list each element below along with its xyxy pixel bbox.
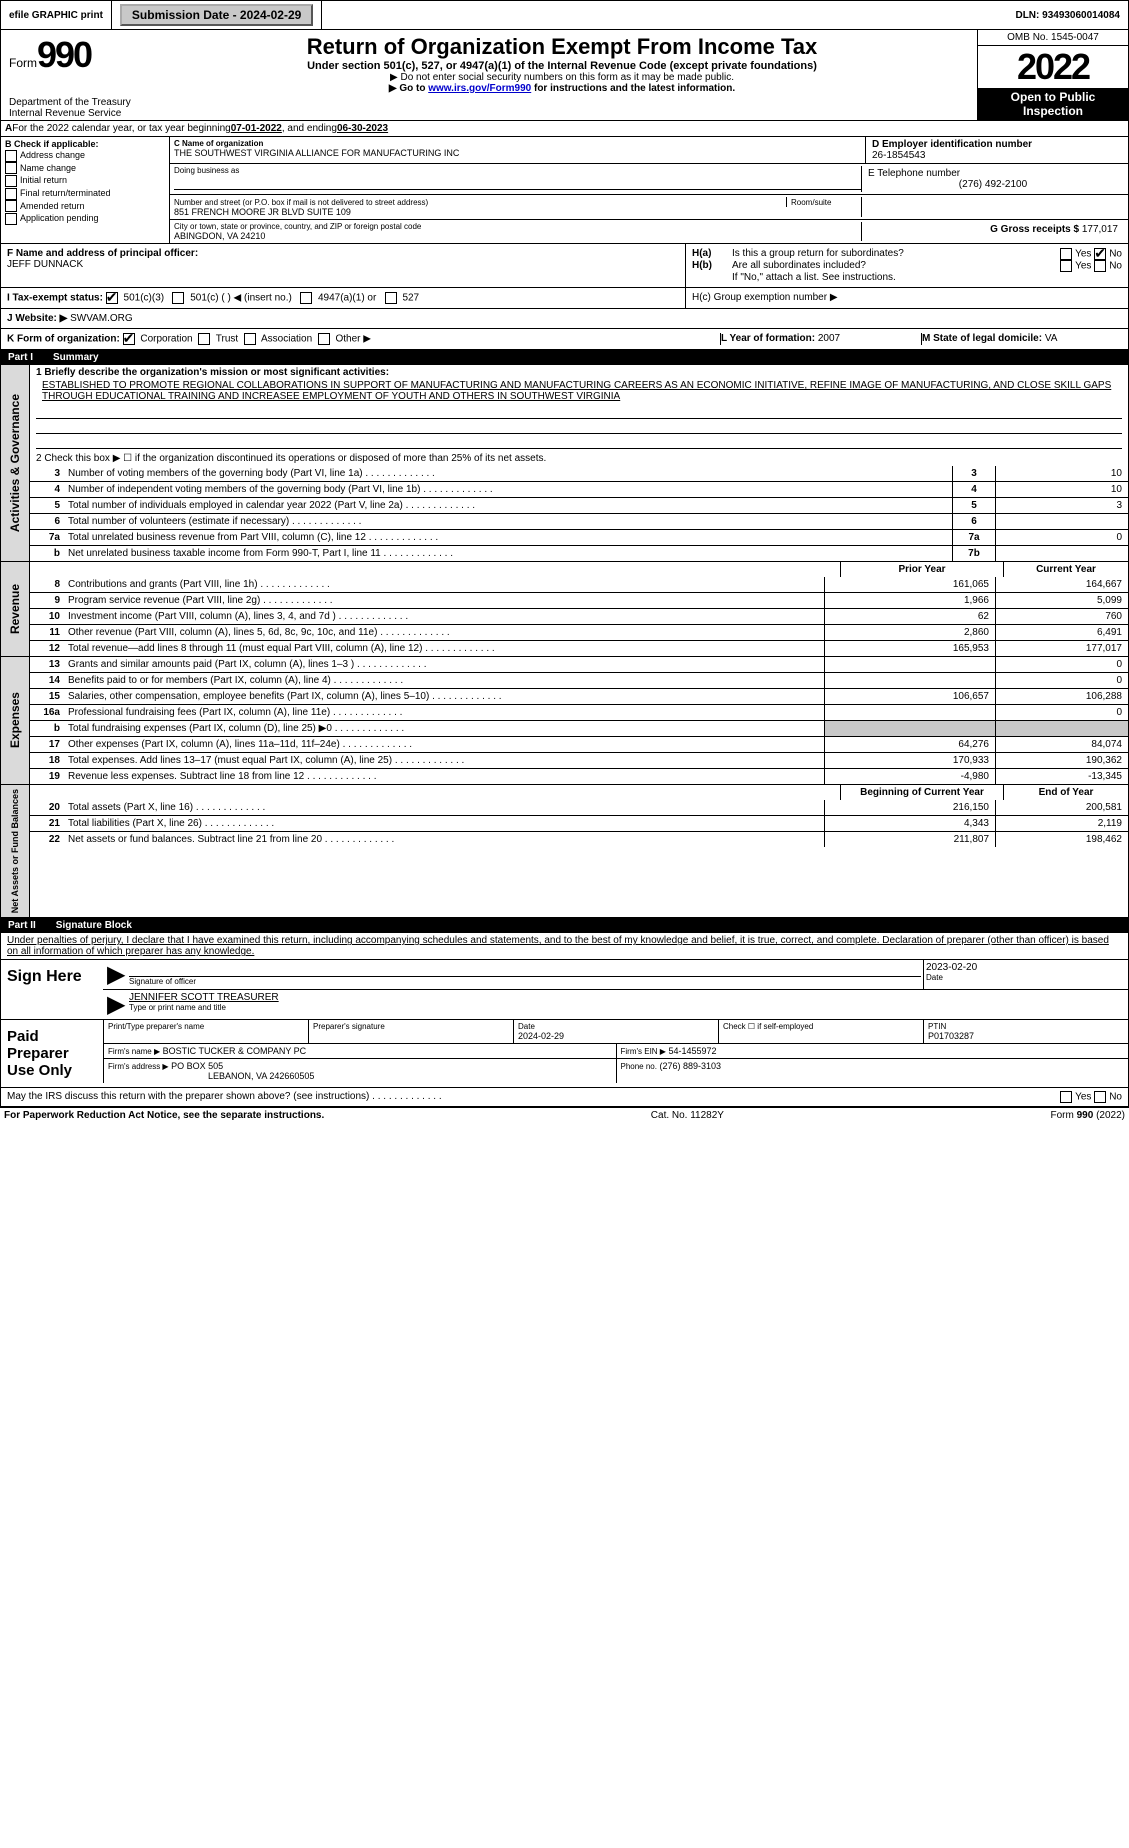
cat-no: Cat. No. 11282Y (651, 1110, 724, 1121)
no-ssn-note: ▶ Do not enter social security numbers o… (151, 72, 973, 83)
omb-number: OMB No. 1545-0047 (978, 30, 1128, 46)
room-label: Room/suite (791, 198, 831, 207)
chk-address-change[interactable]: Address change (5, 149, 165, 162)
firm-addr2: LEBANON, VA 242660505 (108, 1071, 612, 1081)
check-self: Check ☐ if self-employed (723, 1022, 919, 1031)
l2-text: 2 Check this box ▶ ☐ if the organization… (30, 451, 1128, 466)
goto-link-line: ▶ Go to www.irs.gov/Form990 for instruct… (151, 83, 973, 94)
ha-text: Is this a group return for subordinates? (732, 248, 1060, 260)
arrow-icon: ▶ (103, 960, 127, 989)
sig-date: 2023-02-20 (926, 962, 1126, 973)
pt-name-label: Print/Type preparer's name (108, 1022, 304, 1031)
phone-value: (276) 492-2100 (868, 179, 1118, 190)
j-label: J Website: ▶ (7, 313, 67, 324)
form-number-block: Form990 (1, 30, 147, 120)
c-label: C Name of organization (174, 139, 861, 148)
d-label: D Employer identification number (872, 139, 1122, 150)
chk-amended[interactable]: Amended return (5, 200, 165, 213)
state-domicile: VA (1045, 333, 1058, 344)
form-footer: Form 990 (2022) (1051, 1110, 1125, 1121)
hb-note: If "No," attach a list. See instructions… (692, 272, 1122, 283)
title-block: Return of Organization Exempt From Incom… (147, 30, 977, 120)
top-bar: efile GRAPHIC print Submission Date - 20… (0, 0, 1129, 30)
org-name: THE SOUTHWEST VIRGINIA ALLIANCE FOR MANU… (174, 148, 861, 158)
pt-sig-label: Preparer's signature (313, 1022, 509, 1031)
firm-name: BOSTIC TUCKER & COMPANY PC (163, 1046, 307, 1056)
chk-name-change[interactable]: Name change (5, 162, 165, 175)
chk-app-pending[interactable]: Application pending (5, 212, 165, 225)
arrow-icon: ▶ (103, 990, 127, 1019)
form-of-org: K Form of organization: Corporation Trus… (7, 333, 720, 345)
line-a: A For the 2022 calendar year, or tax yea… (0, 121, 1129, 137)
l1-label: 1 Briefly describe the organization's mi… (36, 367, 1122, 378)
tax-year: 2022 (978, 46, 1128, 88)
city-value: ABINGDON, VA 24210 (174, 231, 861, 241)
mission-text: ESTABLISHED TO PROMOTE REGIONAL COLLABOR… (36, 378, 1122, 404)
officer-print-name: JENNIFER SCOTT TREASURER (129, 992, 1126, 1003)
form-subtitle: Under section 501(c), 527, or 4947(a)(1)… (151, 60, 973, 72)
chk-501c3 (106, 292, 118, 304)
street-value: 851 FRENCH MOORE JR BLVD SUITE 109 (174, 207, 861, 217)
print-name-label: Type or print name and title (129, 1003, 1126, 1012)
open-to-public: Open to Public Inspection (978, 88, 1128, 120)
street-label: Number and street (or P.O. box if mail i… (174, 198, 428, 207)
year-formation: 2007 (818, 333, 840, 344)
f-label: F Name and address of principal officer: (7, 248, 679, 259)
prior-year-hdr: Prior Year (840, 562, 1003, 577)
firm-ein: 54-1455972 (668, 1046, 716, 1056)
paid-preparer-label: Paid Preparer Use Only (1, 1020, 103, 1087)
section-b-checkboxes: B Check if applicable: Address change Na… (1, 137, 170, 243)
hc-text: H(c) Group exemption number ▶ (685, 288, 1128, 308)
side-governance: Activities & Governance (6, 390, 24, 536)
e-label: E Telephone number (868, 168, 1118, 179)
tax-exempt-status: I Tax-exempt status: 501(c)(3) 501(c) ( … (1, 288, 685, 308)
gross-receipts: 177,017 (1082, 224, 1118, 235)
pt-date: 2024-02-29 (518, 1031, 714, 1041)
chk-corporation (123, 333, 135, 345)
m-label: M State of legal domicile: (922, 333, 1042, 344)
firm-addr: PO BOX 505 (171, 1061, 223, 1071)
city-label: City or town, state or province, country… (174, 222, 861, 231)
website: SWVAM.ORG (70, 313, 133, 324)
chk-final-return[interactable]: Final return/terminated (5, 187, 165, 200)
submission-date-btn[interactable]: Submission Date - 2024-02-29 (112, 1, 322, 29)
firm-phone: (276) 889-3103 (660, 1061, 722, 1071)
jurat-text: Under penalties of perjury, I declare th… (1, 933, 1128, 959)
dba-label: Doing business as (174, 166, 861, 175)
eoy-hdr: End of Year (1003, 785, 1128, 800)
sig-officer-label: Signature of officer (129, 977, 921, 986)
current-year-hdr: Current Year (1003, 562, 1128, 577)
side-net-assets: Net Assets or Fund Balances (8, 785, 22, 917)
date-label: Date (926, 973, 1126, 982)
dln-label: DLN: 93493060014084 (1007, 1, 1128, 29)
ein-value: 26-1854543 (872, 150, 1122, 161)
form-title: Return of Organization Exempt From Incom… (151, 34, 973, 60)
part-ii-header: Part IISignature Block (0, 918, 1129, 933)
year-block: OMB No. 1545-0047 2022 Open to Public In… (977, 30, 1128, 120)
irs-form990-link[interactable]: www.irs.gov/Form990 (428, 83, 531, 94)
pra-notice: For Paperwork Reduction Act Notice, see … (4, 1110, 324, 1121)
side-expenses: Expenses (6, 688, 24, 752)
part-i-header: Part ISummary (0, 350, 1129, 365)
side-revenue: Revenue (6, 580, 24, 638)
g-label: G Gross receipts $ (990, 224, 1079, 235)
officer-name: JEFF DUNNACK (7, 259, 679, 270)
chk-initial-return[interactable]: Initial return (5, 174, 165, 187)
ptin: P01703287 (928, 1031, 1124, 1041)
l-label: L Year of formation: (721, 333, 815, 344)
sign-here-label: Sign Here (1, 960, 103, 1019)
ha-no-checked (1094, 248, 1106, 260)
discuss-text: May the IRS discuss this return with the… (7, 1091, 1060, 1103)
hb-text: Are all subordinates included? (732, 260, 1060, 272)
efile-label: efile GRAPHIC print (1, 1, 112, 29)
boy-hdr: Beginning of Current Year (840, 785, 1003, 800)
